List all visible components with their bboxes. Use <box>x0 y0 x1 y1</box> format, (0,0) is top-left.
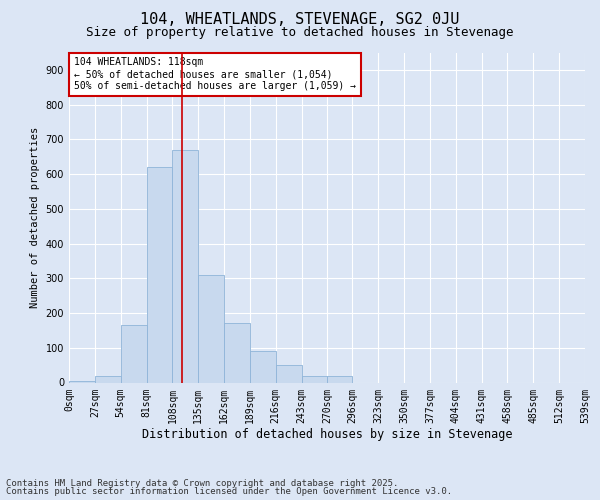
Y-axis label: Number of detached properties: Number of detached properties <box>30 127 40 308</box>
Bar <box>276 365 302 382</box>
Bar <box>172 150 198 382</box>
Bar <box>302 376 328 382</box>
Bar <box>121 325 146 382</box>
Text: 104, WHEATLANDS, STEVENAGE, SG2 0JU: 104, WHEATLANDS, STEVENAGE, SG2 0JU <box>140 12 460 28</box>
X-axis label: Distribution of detached houses by size in Stevenage: Distribution of detached houses by size … <box>142 428 512 441</box>
Bar <box>250 351 276 382</box>
Text: Contains HM Land Registry data © Crown copyright and database right 2025.: Contains HM Land Registry data © Crown c… <box>6 478 398 488</box>
Text: Size of property relative to detached houses in Stevenage: Size of property relative to detached ho… <box>86 26 514 39</box>
Bar <box>328 376 352 382</box>
Bar <box>95 376 121 382</box>
Bar <box>146 167 172 382</box>
Bar <box>224 324 250 382</box>
Text: 104 WHEATLANDS: 118sqm
← 50% of detached houses are smaller (1,054)
50% of semi-: 104 WHEATLANDS: 118sqm ← 50% of detached… <box>74 58 356 90</box>
Bar <box>69 381 95 382</box>
Text: Contains public sector information licensed under the Open Government Licence v3: Contains public sector information licen… <box>6 487 452 496</box>
Bar <box>198 275 224 382</box>
